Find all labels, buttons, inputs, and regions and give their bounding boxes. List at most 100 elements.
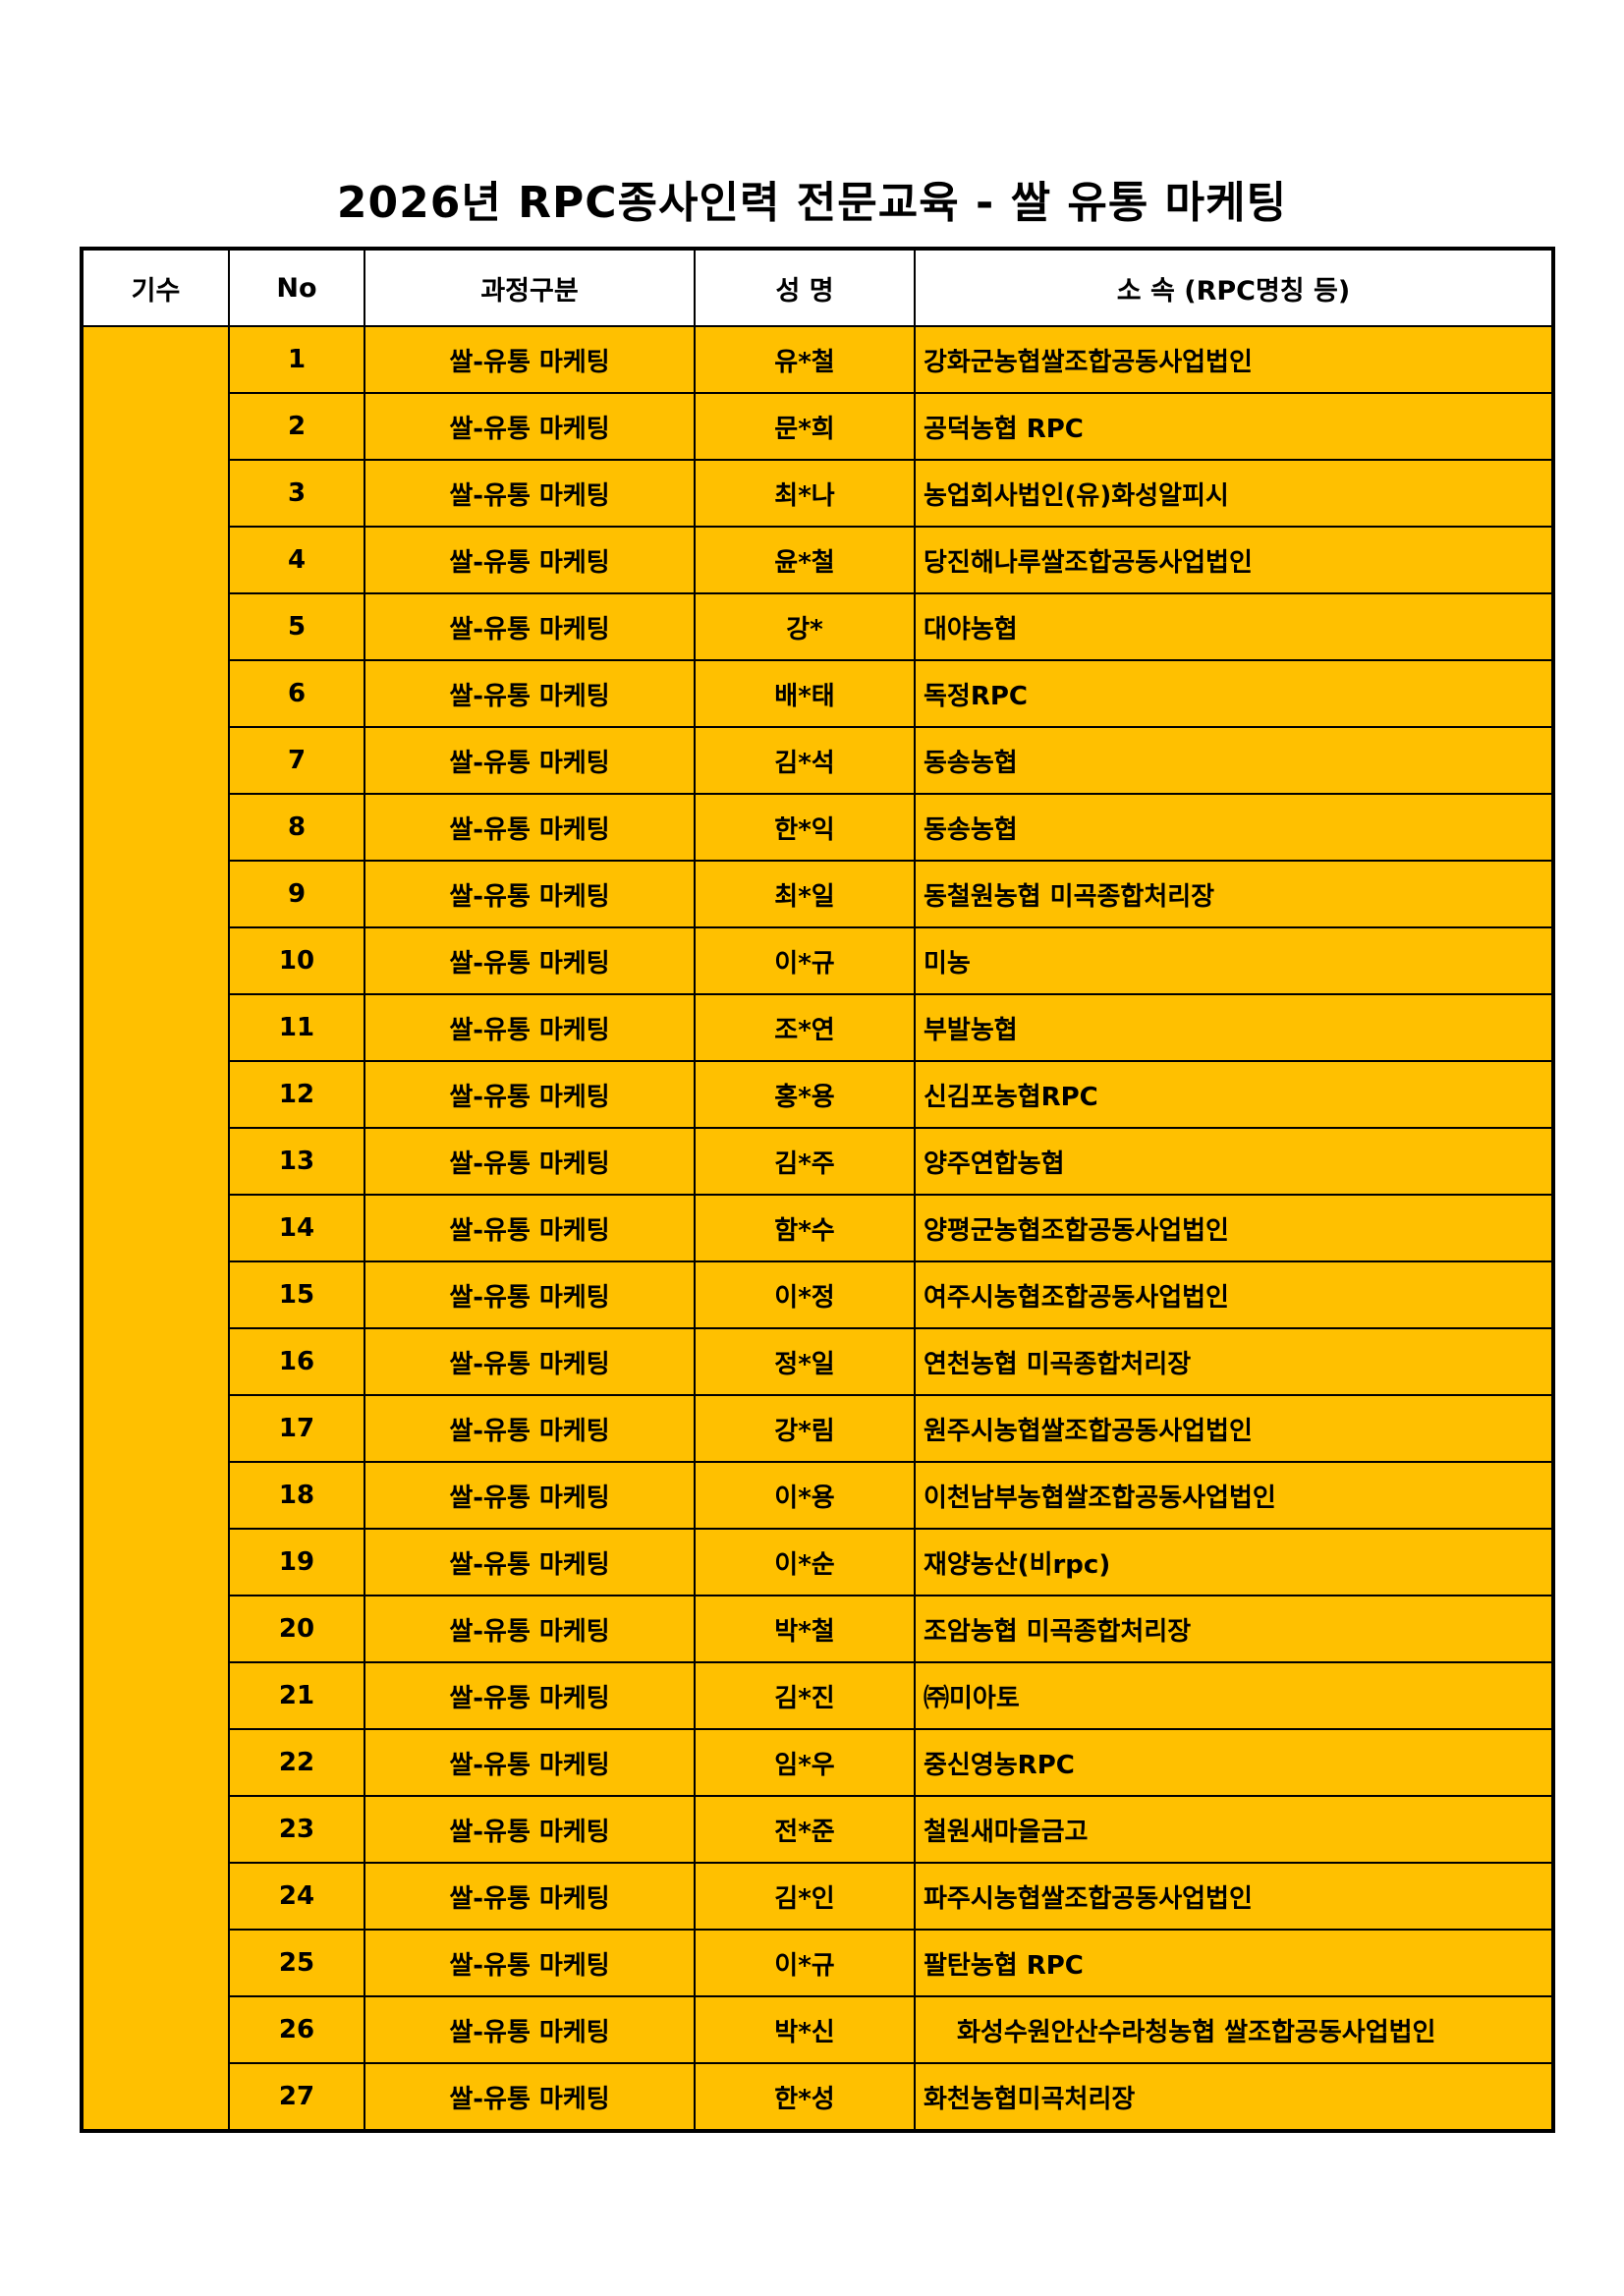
name-cell: 유*철 xyxy=(694,325,916,394)
affiliation-cell: 대야농협 xyxy=(914,592,1554,661)
page-title: 2026년 RPC종사인력 전문교육 - 쌀 유통 마케팅 xyxy=(336,178,1288,228)
course-cell: 쌀-유통 마케팅 xyxy=(364,1995,696,2064)
course-cell: 쌀-유통 마케팅 xyxy=(364,325,696,394)
header-no: No xyxy=(228,248,365,327)
course-cell: 쌀-유통 마케팅 xyxy=(364,926,696,995)
name-cell: 홍*용 xyxy=(694,1060,916,1129)
course-cell: 쌀-유통 마케팅 xyxy=(364,592,696,661)
table-row: 18 쌀-유통 마케팅 이*용 이천남부농협쌀조합공동사업법인 xyxy=(82,1461,1554,1530)
row-no: 10 xyxy=(228,926,365,995)
table-row: 1 쌀-유통 마케팅 유*철 강화군농협쌀조합공동사업법인 xyxy=(81,325,1554,2132)
course-cell: 쌀-유통 마케팅 xyxy=(364,526,696,594)
table-row: 13 쌀-유통 마케팅 김*주 양주연합농협 xyxy=(82,1127,1554,1196)
row-no: 27 xyxy=(228,2062,365,2132)
table-row: 24 쌀-유통 마케팅 김*인 파주시농협쌀조합공동사업법인 xyxy=(82,1862,1554,1931)
row-no: 11 xyxy=(228,993,365,1062)
name-cell: 최*일 xyxy=(694,860,916,928)
table-row: 4 쌀-유통 마케팅 윤*철 당진해나루쌀조합공동사업법인 xyxy=(82,526,1554,594)
table-row: 7 쌀-유통 마케팅 김*석 동송농협 xyxy=(82,726,1554,795)
course-cell: 쌀-유통 마케팅 xyxy=(364,459,696,528)
row-no: 1 xyxy=(228,325,365,394)
row-no: 16 xyxy=(228,1327,365,1396)
table-row: 10 쌀-유통 마케팅 이*규 미농 xyxy=(82,926,1554,995)
header-course: 과정구분 xyxy=(364,248,696,327)
row-no: 23 xyxy=(228,1795,365,1864)
course-cell: 쌀-유통 마케팅 xyxy=(364,1862,696,1931)
affiliation-cell: 농업회사법인(유)화성알피시 xyxy=(914,459,1554,528)
name-cell: 문*희 xyxy=(694,392,916,461)
course-cell: 쌀-유통 마케팅 xyxy=(364,2062,696,2132)
affiliation-cell: 미농 xyxy=(914,926,1554,995)
course-cell: 쌀-유통 마케팅 xyxy=(364,1728,696,1797)
table-row: 27 쌀-유통 마케팅 한*성 화천농협미곡처리장 xyxy=(82,2062,1554,2132)
affiliation-cell: 재양농산(비rpc) xyxy=(914,1528,1554,1596)
affiliation-cell: 파주시농협쌀조합공동사업법인 xyxy=(914,1862,1554,1931)
course-cell: 쌀-유통 마케팅 xyxy=(364,1929,696,1997)
name-cell: 배*태 xyxy=(694,659,916,728)
row-no: 3 xyxy=(228,459,365,528)
affiliation-cell: 조암농협 미곡종합처리장 xyxy=(914,1595,1554,1663)
affiliation-cell: 독정RPC xyxy=(914,659,1554,728)
name-cell: 이*용 xyxy=(694,1461,916,1530)
row-no: 17 xyxy=(228,1394,365,1463)
table-row: 12 쌀-유통 마케팅 홍*용 신김포농협RPC xyxy=(82,1060,1554,1129)
course-cell: 쌀-유통 마케팅 xyxy=(364,1127,696,1196)
affiliation-cell: 화성수원안산수라청농협 쌀조합공동사업법인 xyxy=(914,1995,1554,2064)
cohort-cell xyxy=(81,325,230,2132)
name-cell: 이*순 xyxy=(694,1528,916,1596)
name-cell: 이*규 xyxy=(694,926,916,995)
table-row: 26 쌀-유통 마케팅 박*신 화성수원안산수라청농협 쌀조합공동사업법인 xyxy=(82,1995,1554,2064)
course-cell: 쌀-유통 마케팅 xyxy=(364,1260,696,1329)
affiliation-cell: 동철원농협 미곡종합처리장 xyxy=(914,860,1554,928)
name-cell: 정*일 xyxy=(694,1327,916,1396)
course-cell: 쌀-유통 마케팅 xyxy=(364,726,696,795)
affiliation-cell: 화천농협미곡처리장 xyxy=(914,2062,1554,2132)
affiliation-cell: 양평군농협조합공동사업법인 xyxy=(914,1194,1554,1262)
course-cell: 쌀-유통 마케팅 xyxy=(364,860,696,928)
header-name: 성 명 xyxy=(694,248,916,327)
affiliation-cell: 이천남부농협쌀조합공동사업법인 xyxy=(914,1461,1554,1530)
name-cell: 김*인 xyxy=(694,1862,916,1931)
table-row: 9 쌀-유통 마케팅 최*일 동철원농협 미곡종합처리장 xyxy=(82,860,1554,928)
name-cell: 전*준 xyxy=(694,1795,916,1864)
row-no: 21 xyxy=(228,1661,365,1730)
row-no: 12 xyxy=(228,1060,365,1129)
row-no: 26 xyxy=(228,1995,365,2064)
row-no: 14 xyxy=(228,1194,365,1262)
affiliation-cell: 연천농협 미곡종합처리장 xyxy=(914,1327,1554,1396)
name-cell: 조*연 xyxy=(694,993,916,1062)
affiliation-cell: 당진해나루쌀조합공동사업법인 xyxy=(914,526,1554,594)
participant-table: 기수 No 과정구분 성 명 소 속 (RPC명칭 등) 1 쌀-유통 마케팅 유*… xyxy=(80,247,1555,2133)
course-cell: 쌀-유통 마케팅 xyxy=(364,1060,696,1129)
affiliation-cell: 부발농협 xyxy=(914,993,1554,1062)
affiliation-cell: 강화군농협쌀조합공동사업법인 xyxy=(914,325,1554,394)
name-cell: 강*림 xyxy=(694,1394,916,1463)
table-row: 19 쌀-유통 마케팅 이*순 재양농산(비rpc) xyxy=(82,1528,1554,1596)
table-header-row: 기수 No 과정구분 성 명 소 속 (RPC명칭 등) xyxy=(81,248,1554,327)
name-cell: 이*정 xyxy=(694,1260,916,1329)
affiliation-cell: 중신영농RPC xyxy=(914,1728,1554,1797)
affiliation-cell: 동송농협 xyxy=(914,793,1554,862)
affiliation-cell: 여주시농협조합공동사업법인 xyxy=(914,1260,1554,1329)
name-cell: 이*규 xyxy=(694,1929,916,1997)
header-cohort: 기수 xyxy=(81,248,230,327)
table-row: 6 쌀-유통 마케팅 배*태 독정RPC xyxy=(82,659,1554,728)
table-row: 5 쌀-유통 마케팅 강* 대야농협 xyxy=(82,592,1554,661)
table-row: 3 쌀-유통 마케팅 최*나 농업회사법인(유)화성알피시 xyxy=(82,459,1554,528)
name-cell: 함*수 xyxy=(694,1194,916,1262)
row-no: 20 xyxy=(228,1595,365,1663)
table-row: 25 쌀-유통 마케팅 이*규 팔탄농협 RPC xyxy=(82,1929,1554,1997)
row-no: 5 xyxy=(228,592,365,661)
affiliation-cell: 양주연합농협 xyxy=(914,1127,1554,1196)
row-no: 2 xyxy=(228,392,365,461)
table-row: 20 쌀-유통 마케팅 박*철 조암농협 미곡종합처리장 xyxy=(82,1595,1554,1663)
table-row: 22 쌀-유통 마케팅 임*우 중신영농RPC xyxy=(82,1728,1554,1797)
table-row: 8 쌀-유통 마케팅 한*익 동송농협 xyxy=(82,793,1554,862)
course-cell: 쌀-유통 마케팅 xyxy=(364,1194,696,1262)
affiliation-cell: 철원새마을금고 xyxy=(914,1795,1554,1864)
affiliation-cell: 원주시농협쌀조합공동사업법인 xyxy=(914,1394,1554,1463)
affiliation-cell: ㈜미아토 xyxy=(914,1661,1554,1730)
course-cell: 쌀-유통 마케팅 xyxy=(364,392,696,461)
row-no: 4 xyxy=(228,526,365,594)
row-no: 22 xyxy=(228,1728,365,1797)
